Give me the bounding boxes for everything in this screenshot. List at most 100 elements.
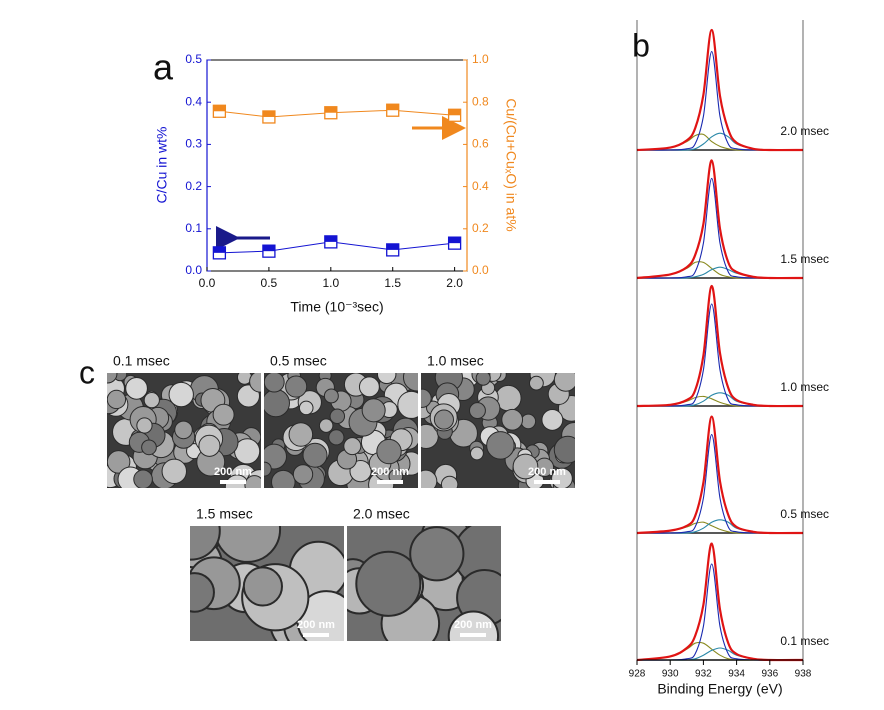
grain bbox=[107, 373, 118, 384]
grain bbox=[520, 413, 537, 430]
scale-label: 200 nm bbox=[528, 466, 566, 478]
grain bbox=[361, 398, 386, 423]
grain bbox=[409, 526, 465, 582]
grain bbox=[168, 381, 194, 408]
x-tick-label: 932 bbox=[695, 669, 712, 680]
grain bbox=[358, 376, 380, 398]
x-tick-label: 938 bbox=[795, 669, 812, 680]
marker-fill bbox=[386, 104, 399, 111]
grain bbox=[486, 431, 515, 460]
grain bbox=[125, 377, 148, 400]
grain bbox=[298, 400, 314, 416]
grain bbox=[469, 402, 486, 420]
grain bbox=[107, 389, 127, 410]
spectrum-curve bbox=[636, 159, 804, 280]
marker-fill bbox=[262, 245, 275, 252]
scale-bar bbox=[303, 633, 329, 637]
grain bbox=[161, 458, 187, 485]
grain bbox=[349, 460, 372, 483]
image-label: 0.5 msec bbox=[270, 353, 327, 369]
y2-tick-label: 0.4 bbox=[472, 179, 489, 193]
y-tick-label: 0.1 bbox=[185, 221, 202, 235]
scale-bar bbox=[377, 480, 403, 484]
grain bbox=[174, 420, 193, 440]
scale-label: 200 nm bbox=[297, 619, 335, 631]
grain bbox=[421, 469, 438, 488]
spectrum-curve bbox=[636, 284, 804, 408]
grain bbox=[328, 429, 345, 446]
scale-label: 200 nm bbox=[371, 466, 409, 478]
grain bbox=[318, 418, 334, 433]
marker-fill bbox=[262, 110, 275, 117]
panel-label: a bbox=[153, 47, 174, 88]
spectrum-label: 1.5 msec bbox=[780, 252, 829, 266]
grain bbox=[421, 388, 432, 408]
spectrum-curve bbox=[636, 28, 804, 152]
marker-fill bbox=[386, 243, 399, 250]
marker-fill bbox=[324, 235, 337, 242]
grain bbox=[469, 446, 484, 461]
grain bbox=[440, 475, 459, 488]
x-tick-label: 1.0 bbox=[322, 276, 339, 290]
y-tick-label: 0.0 bbox=[185, 263, 202, 277]
x-tick-label: 1.5 bbox=[384, 276, 401, 290]
grain bbox=[198, 434, 221, 457]
grain bbox=[433, 409, 455, 430]
x-tick-label: 936 bbox=[761, 669, 778, 680]
grain bbox=[292, 464, 314, 485]
spectrum-curve bbox=[636, 415, 804, 535]
grain bbox=[528, 375, 544, 391]
y2-axis-label: Cu/(Cu+CuₓO) in at% bbox=[503, 98, 519, 231]
y-tick-label: 0.2 bbox=[185, 179, 202, 193]
y-tick-label: 0.4 bbox=[185, 94, 202, 108]
sem-image bbox=[347, 526, 501, 641]
image-label: 2.0 msec bbox=[353, 506, 410, 522]
y-axis-label: C/Cu in wt% bbox=[154, 126, 170, 203]
y2-tick-label: 1.0 bbox=[472, 52, 489, 66]
sem-grains bbox=[107, 373, 261, 488]
x-tick-label: 0.0 bbox=[199, 276, 216, 290]
grain bbox=[244, 475, 261, 488]
marker-fill bbox=[448, 237, 461, 244]
spectrum-curve bbox=[637, 392, 804, 407]
grain bbox=[190, 526, 221, 561]
grain bbox=[249, 373, 261, 393]
sem-grains bbox=[347, 526, 501, 641]
grain bbox=[553, 373, 575, 392]
grain bbox=[141, 439, 157, 456]
grain bbox=[264, 461, 272, 477]
y2-tick-label: 0.2 bbox=[472, 221, 489, 235]
grain bbox=[285, 375, 308, 398]
panel-label: c bbox=[79, 354, 95, 390]
x-axis-label: Time (10⁻³sec) bbox=[290, 299, 383, 315]
grain bbox=[302, 442, 328, 468]
sem-grains bbox=[190, 526, 344, 641]
grain bbox=[212, 403, 235, 426]
spectrum-label: 1.0 msec bbox=[780, 380, 829, 394]
grain bbox=[271, 469, 296, 488]
grain bbox=[475, 373, 491, 386]
sem-grains bbox=[421, 373, 575, 488]
spectrum-label: 0.1 msec bbox=[780, 634, 829, 648]
y2-tick-label: 0.0 bbox=[472, 263, 489, 277]
x-tick-label: 0.5 bbox=[261, 276, 278, 290]
scale-label: 200 nm bbox=[214, 466, 252, 478]
grain bbox=[376, 438, 402, 465]
scale-label: 200 nm bbox=[454, 619, 492, 631]
grain bbox=[133, 469, 153, 488]
sem-image bbox=[421, 373, 575, 488]
y2-tick-label: 0.8 bbox=[472, 94, 489, 108]
y-tick-label: 0.3 bbox=[185, 137, 202, 151]
grain bbox=[355, 550, 422, 617]
sem-image bbox=[264, 373, 418, 488]
image-label: 1.5 msec bbox=[196, 506, 253, 522]
grain bbox=[329, 408, 346, 424]
marker-fill bbox=[213, 105, 226, 112]
grain bbox=[242, 566, 283, 607]
grain bbox=[190, 572, 215, 613]
x-tick-label: 934 bbox=[728, 669, 745, 680]
y2-tick-label: 0.6 bbox=[472, 137, 489, 151]
scale-bar bbox=[460, 633, 486, 637]
marker-fill bbox=[448, 109, 461, 116]
